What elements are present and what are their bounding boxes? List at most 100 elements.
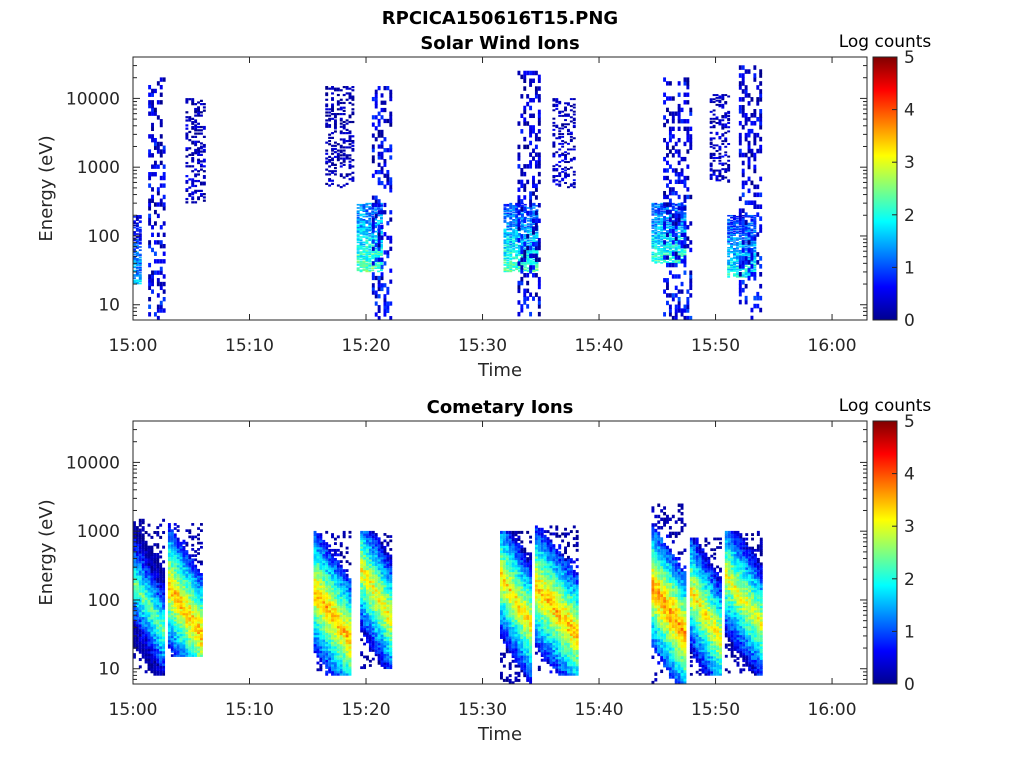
heatmap-cell (668, 236, 672, 239)
heatmap-cell (138, 226, 142, 229)
heatmap-cell (138, 611, 142, 615)
heatmap-cell (153, 552, 157, 557)
heatmap-cell (333, 127, 337, 130)
heatmap-cell (564, 182, 567, 184)
heatmap-cell (503, 217, 507, 220)
heatmap-cell (564, 102, 567, 105)
heatmap-cell (194, 577, 198, 580)
heatmap-cell (753, 220, 757, 225)
heatmap-cell (532, 249, 536, 251)
heatmap-cell (328, 179, 332, 182)
heatmap-cell (135, 557, 139, 561)
heatmap-cell (368, 257, 372, 260)
heatmap-cell (377, 257, 381, 262)
heatmap-cell (151, 194, 154, 200)
heatmap-cell (744, 220, 748, 225)
heatmap-cell (509, 255, 513, 258)
heatmap-cell (176, 583, 180, 587)
heatmap-cell (133, 257, 136, 260)
heatmap-cell (159, 119, 163, 124)
heatmap-cell (572, 126, 576, 129)
heatmap-cell (666, 278, 669, 283)
heatmap-cell (202, 109, 206, 112)
heatmap-cell (138, 582, 142, 586)
heatmap-cell (199, 163, 203, 166)
heatmap-cell (162, 281, 166, 287)
heatmap-cell (383, 294, 387, 299)
heatmap-cell (674, 141, 678, 147)
heatmap-cell (339, 165, 343, 168)
heatmap-cell (159, 621, 163, 625)
heatmap-cell (735, 253, 739, 256)
heatmap-cell (520, 113, 524, 119)
heatmap-cell (671, 226, 675, 228)
heatmap-cell (339, 112, 343, 116)
heatmap-cell (380, 151, 384, 156)
heatmap-cell (532, 235, 536, 237)
heatmap-cell (135, 264, 139, 267)
heatmap-cell (520, 244, 524, 247)
heatmap-cell (572, 182, 576, 184)
heatmap-cell (677, 253, 681, 256)
heatmap-cell (503, 242, 507, 245)
heatmap-cell (333, 114, 337, 117)
heatmap-cell (683, 215, 687, 217)
heatmap-cell (509, 252, 513, 254)
heatmap-cell (339, 151, 343, 154)
heatmap-cell (147, 660, 151, 664)
heatmap-cell (138, 241, 142, 244)
heatmap-cell (724, 101, 728, 104)
heatmap-cell (651, 207, 655, 210)
heatmap-cell (162, 594, 166, 598)
heatmap-cell (336, 155, 340, 159)
heatmap-cell (512, 250, 516, 252)
heatmap-cell (509, 206, 513, 208)
heatmap-cell (738, 234, 742, 236)
heatmap-cell (680, 231, 684, 233)
heatmap-cell (741, 172, 745, 178)
heatmap-cell (138, 540, 142, 544)
x-tick-label: 15:50 (691, 336, 740, 356)
heatmap-cell (144, 621, 148, 625)
heatmap-cell (654, 237, 658, 240)
heatmap-cell (712, 173, 716, 176)
heatmap-cell (170, 585, 174, 589)
heatmap-cell (753, 263, 757, 266)
heatmap-cell (325, 92, 329, 95)
heatmap-cell (356, 249, 360, 251)
heatmap-cell (677, 251, 681, 254)
heatmap-cell (529, 242, 533, 245)
heatmap-cell (197, 650, 200, 653)
heatmap-cell (680, 229, 684, 231)
heatmap-cell (133, 589, 136, 593)
heatmap-cell (141, 518, 145, 522)
heatmap-cell (674, 260, 678, 262)
heatmap-cell (668, 111, 672, 116)
heatmap-cell (709, 169, 713, 172)
heatmap-cell (680, 224, 684, 227)
heatmap-cell (657, 216, 661, 218)
heatmap-cell (523, 117, 527, 122)
heatmap-cell (552, 121, 556, 124)
heatmap-cell (365, 245, 369, 248)
heatmap-cell (529, 265, 533, 270)
heatmap-cell (671, 111, 675, 116)
heatmap-cell (526, 252, 530, 254)
heatmap-cell (747, 128, 751, 134)
heatmap-cell (135, 555, 139, 559)
heatmap-cell (188, 593, 192, 597)
heatmap-cell (532, 218, 535, 224)
heatmap-cell (197, 581, 200, 585)
heatmap-cell (663, 255, 667, 260)
heatmap-cell (328, 125, 332, 128)
heatmap-cell (179, 610, 183, 614)
heatmap-cell (512, 264, 516, 266)
heatmap-cell (138, 548, 142, 552)
heatmap-cell (162, 574, 166, 578)
heatmap-cell (141, 592, 145, 596)
heatmap-cell (147, 606, 151, 610)
heatmap-cell (386, 173, 390, 178)
heatmap-cell (518, 253, 521, 256)
heatmap-cell (170, 606, 174, 610)
heatmap-cell (156, 609, 160, 613)
